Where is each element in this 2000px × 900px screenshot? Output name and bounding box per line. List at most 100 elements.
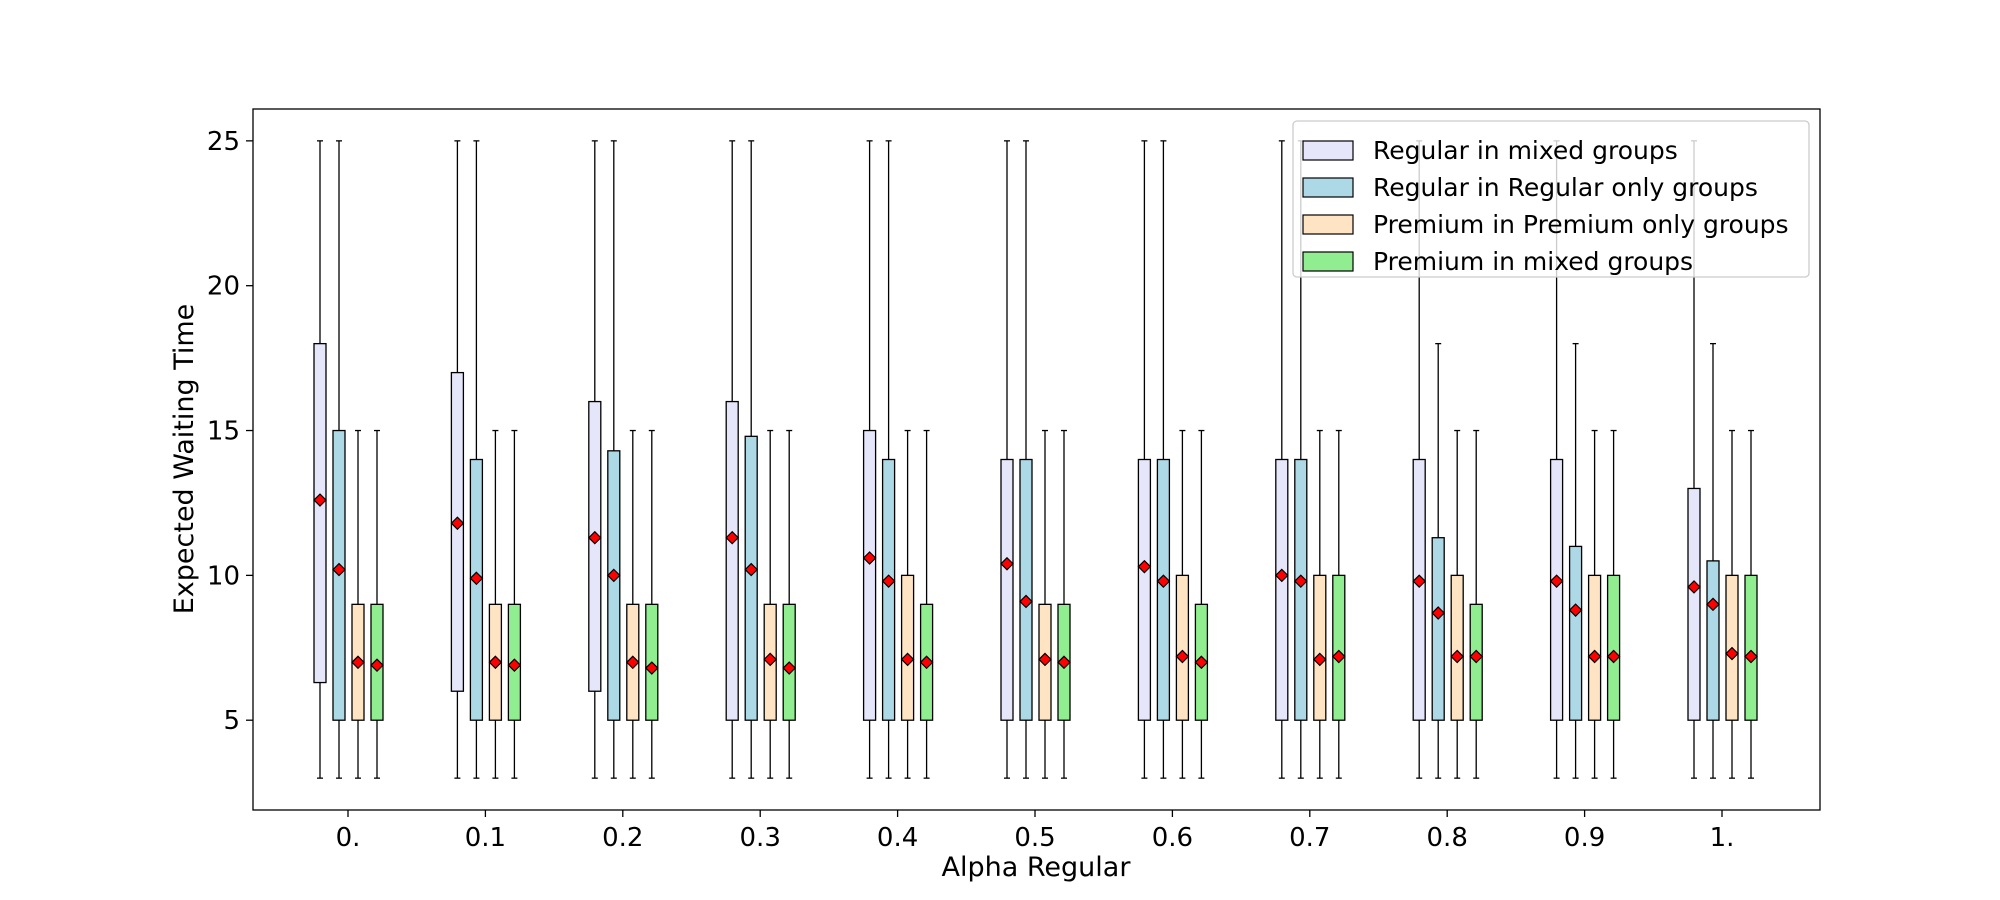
- box-body: [1332, 574, 1346, 721]
- box-1-1: [469, 140, 484, 779]
- x-tick-label: 0.1: [465, 823, 506, 853]
- x-tick-label: 0.6: [1152, 823, 1193, 853]
- y-tick-label: 10: [207, 561, 240, 591]
- mean-marker: [351, 655, 365, 670]
- box-body: [1431, 537, 1445, 721]
- x-tick-label: 0.7: [1289, 823, 1330, 853]
- box-body: [588, 400, 602, 692]
- box-1-6: [1156, 140, 1171, 779]
- box-body: [469, 458, 484, 721]
- box-0-4: [862, 140, 877, 779]
- mean-marker: [1194, 655, 1209, 670]
- box-3-3: [782, 429, 797, 779]
- box-0-3: [725, 140, 740, 779]
- box-body: [744, 435, 758, 721]
- box-2-5: [1038, 429, 1052, 779]
- box-0-6: [1137, 140, 1152, 779]
- legend-label: Regular in Regular only groups: [1373, 173, 1758, 202]
- mean-marker: [1568, 603, 1583, 617]
- box-body: [450, 371, 465, 692]
- box-body: [900, 574, 915, 721]
- box-2-0: [351, 429, 365, 779]
- box-body: [1549, 458, 1564, 721]
- box-body: [1275, 458, 1289, 721]
- mean-marker: [1000, 556, 1014, 571]
- mean-marker: [1450, 649, 1465, 664]
- mean-marker: [1293, 574, 1308, 589]
- x-axis: 0. 0.1 0.2 0.3 0.4 0.5 0.6 0.7 0.8 0.9 1.: [336, 810, 1734, 853]
- box-2-2: [625, 429, 640, 779]
- box-1-0: [332, 140, 346, 779]
- mean-marker: [313, 493, 327, 507]
- box-3-0: [370, 429, 384, 779]
- box-3-1: [507, 429, 522, 779]
- box-3-6: [1194, 429, 1209, 779]
- y-tick-label: 25: [207, 127, 240, 157]
- box-1-8: [1431, 342, 1446, 779]
- box-body: [1450, 574, 1464, 721]
- mean-marker: [1331, 649, 1346, 664]
- box-body: [881, 458, 896, 721]
- mean-marker: [1606, 649, 1621, 664]
- mean-marker: [782, 661, 797, 675]
- box-2-1: [488, 429, 503, 779]
- mean-marker: [1137, 559, 1152, 574]
- box-body: [1294, 458, 1308, 721]
- box-body: [1175, 574, 1190, 721]
- mean-marker: [919, 655, 934, 670]
- mean-marker: [1156, 574, 1171, 589]
- legend-label: Premium in mixed groups: [1373, 247, 1693, 276]
- mean-marker: [1431, 606, 1446, 620]
- x-tick-label: 0.9: [1564, 823, 1605, 853]
- box-body: [1019, 458, 1033, 721]
- x-tick-label: 0.2: [602, 823, 643, 853]
- mean-marker: [1057, 655, 1071, 670]
- box-3-4: [919, 429, 934, 779]
- box-1-7: [1293, 140, 1308, 779]
- y-axis: 5 10 15 20 25: [207, 127, 253, 736]
- box-0-0: [313, 140, 327, 779]
- legend-label: Premium in Premium only groups: [1373, 210, 1789, 239]
- box-2-8: [1450, 429, 1465, 779]
- box-body: [1744, 574, 1758, 721]
- legend-swatch: [1302, 140, 1354, 161]
- box-1-10: [1706, 342, 1720, 779]
- box-body: [607, 450, 621, 721]
- mean-marker: [1469, 649, 1484, 664]
- box-body: [1412, 458, 1426, 721]
- mean-marker: [1706, 597, 1720, 612]
- mean-marker: [1549, 574, 1564, 589]
- mean-marker: [1744, 649, 1758, 664]
- mean-marker: [488, 655, 503, 670]
- mean-marker: [862, 551, 877, 565]
- box-3-5: [1057, 429, 1071, 779]
- mean-marker: [507, 658, 522, 673]
- box-body: [1568, 545, 1583, 721]
- mean-marker: [744, 562, 759, 577]
- box-3-9: [1606, 429, 1621, 779]
- box-body: [1313, 574, 1327, 721]
- box-body: [1606, 574, 1621, 721]
- box-0-8: [1412, 140, 1427, 779]
- box-2-10: [1725, 429, 1739, 779]
- box-1-2: [606, 140, 621, 779]
- mean-marker: [1587, 649, 1602, 664]
- box-1-9: [1568, 342, 1583, 779]
- box-body: [725, 400, 739, 721]
- legend-swatch: [1302, 251, 1354, 272]
- x-tick-label: 0.3: [740, 823, 781, 853]
- box-body: [1000, 458, 1014, 721]
- mean-marker: [1412, 574, 1427, 589]
- y-axis-label: Expected Waiting Time: [169, 304, 200, 615]
- legend-swatch: [1302, 214, 1354, 235]
- box-1-4: [881, 140, 896, 779]
- box-3-7: [1331, 429, 1346, 779]
- mean-marker: [606, 568, 621, 583]
- mean-marker: [881, 574, 896, 589]
- box-0-5: [1000, 140, 1014, 779]
- box-body: [1587, 574, 1602, 721]
- box-body: [1156, 458, 1171, 721]
- legend: Regular in mixed groups Regular in Regula…: [1292, 120, 1810, 278]
- legend-swatch: [1302, 177, 1354, 198]
